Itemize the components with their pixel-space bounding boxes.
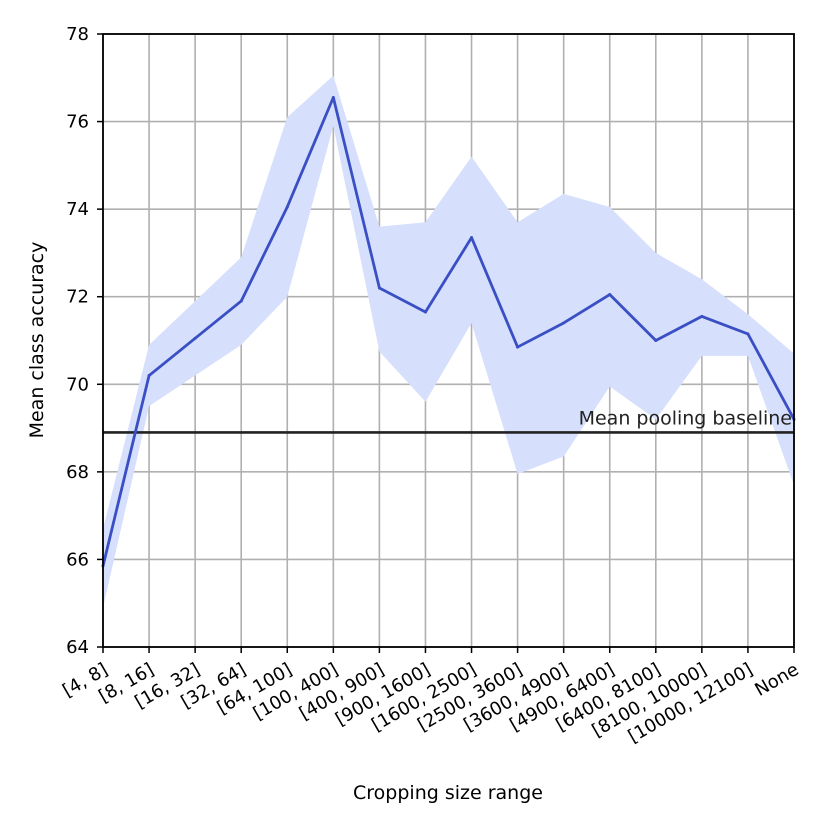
data-point	[746, 332, 750, 336]
series-line	[101, 96, 796, 567]
data-point	[654, 339, 658, 342]
data-point	[377, 286, 381, 290]
x-tick-labels: [4, 8][8, 16][16, 32][32, 64][64, 100][1…	[59, 647, 803, 747]
y-tick-label: 78	[66, 24, 89, 45]
y-tick-labels: 64 66 68 70 72 74 76 78	[66, 24, 103, 658]
series-line-layer	[101, 95, 796, 568]
data-point	[516, 345, 520, 349]
plot-frame	[102, 33, 795, 648]
baseline-label: Mean pooling baseline	[579, 407, 792, 429]
data-point	[285, 205, 289, 209]
y-tick-label: 74	[66, 199, 89, 220]
data-point	[193, 336, 197, 340]
y-tick-label: 70	[66, 374, 89, 395]
data-point	[700, 314, 704, 318]
y-axis-label: Mean class accuracy	[26, 242, 48, 439]
data-point	[608, 293, 612, 297]
data-point	[239, 299, 243, 303]
data-point	[562, 321, 566, 325]
data-point	[331, 95, 335, 99]
y-tick-label: 68	[66, 462, 89, 483]
y-tick-label: 66	[66, 549, 89, 570]
x-axis-label: Cropping size range	[353, 782, 543, 804]
y-tick-label: 64	[66, 637, 89, 658]
confidence-band-layer	[103, 75, 794, 608]
y-tick-label: 76	[66, 112, 89, 133]
x-tick-label: None	[751, 659, 802, 701]
confidence-band	[103, 75, 794, 608]
data-point	[470, 236, 474, 240]
data-point	[147, 374, 151, 378]
data-point	[423, 310, 427, 314]
y-tick-label: 72	[66, 287, 89, 308]
